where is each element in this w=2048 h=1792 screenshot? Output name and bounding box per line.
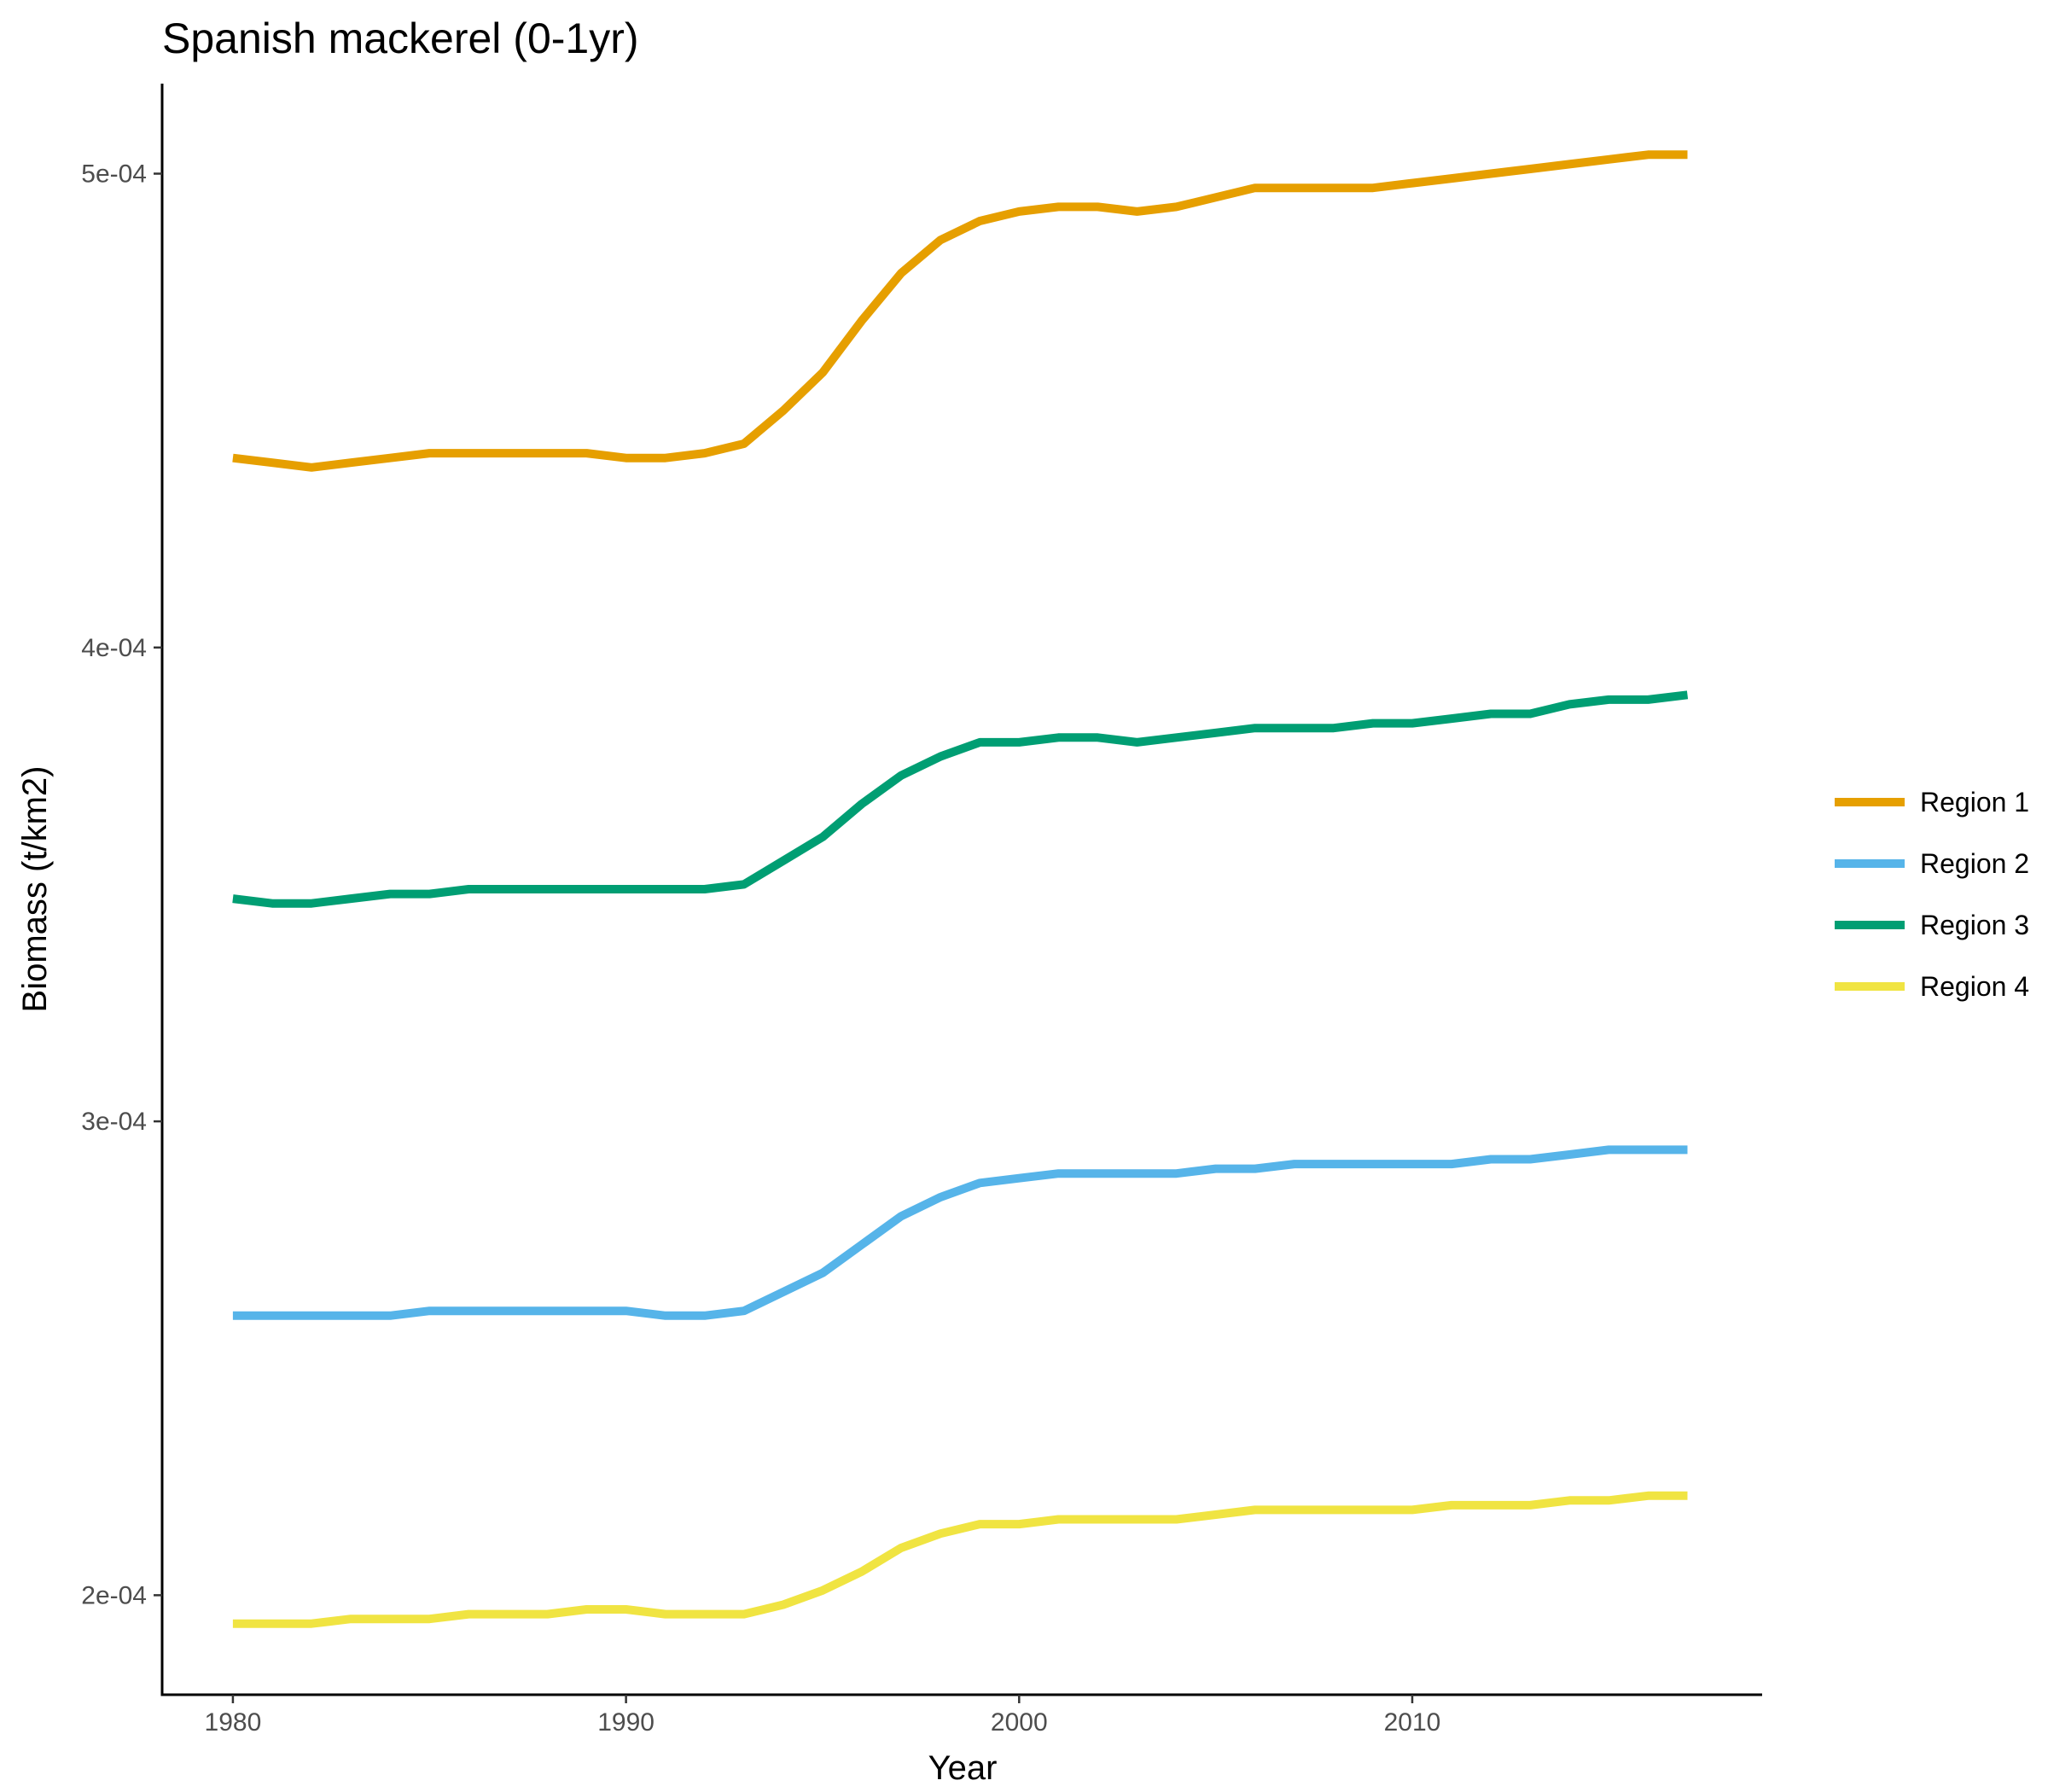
legend-label-region-1: Region 1 (1920, 787, 2029, 817)
x-tick-label: 1990 (597, 1708, 655, 1737)
series-line-region-4 (232, 1491, 1688, 1628)
y-tick-label: 4e-04 (81, 634, 147, 662)
legend-label-region-2: Region 2 (1920, 848, 2029, 879)
legend: Region 1 Region 2 Region 3 Region 4 (1835, 787, 2029, 1002)
legend-label-region-3: Region 3 (1920, 910, 2029, 940)
y-tick-label: 2e-04 (81, 1581, 147, 1609)
series-line-region-2 (232, 1145, 1688, 1320)
x-axis-title: Year (928, 1749, 998, 1787)
plot-area (232, 150, 1689, 1628)
y-tick-label: 3e-04 (81, 1108, 147, 1136)
legend-label-region-4: Region 4 (1920, 971, 2029, 1002)
axis-ticks: 2e-04 3e-04 4e-04 5e-04 1980 1990 2000 2010 (81, 160, 1440, 1737)
axes (160, 84, 1762, 1696)
series-line-region-3 (232, 690, 1689, 908)
y-axis-title: Biomass (t/km2) (16, 766, 54, 1013)
series-line-region-1 (232, 150, 1688, 472)
x-tick-label: 1980 (205, 1708, 262, 1737)
x-tick-label: 2000 (991, 1708, 1048, 1737)
chart-title: Spanish mackerel (0-1yr) (162, 15, 639, 62)
x-tick-label: 2010 (1384, 1708, 1441, 1737)
y-tick-label: 5e-04 (81, 160, 147, 189)
